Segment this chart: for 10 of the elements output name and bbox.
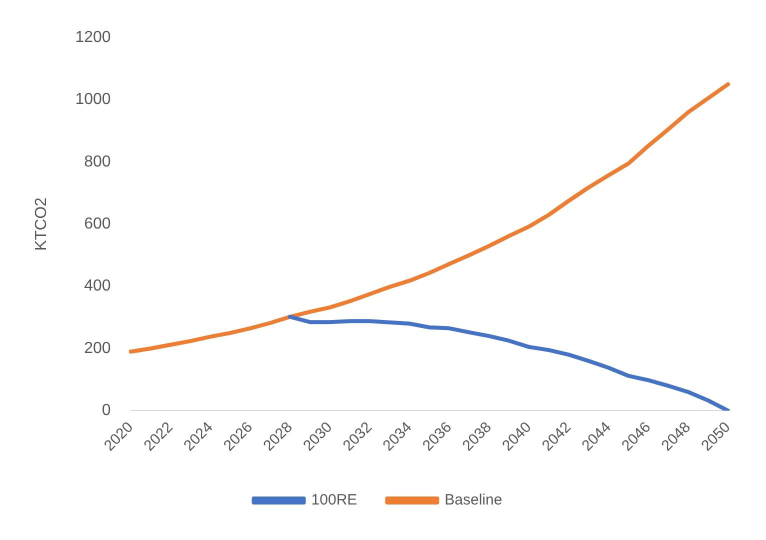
y-tick-label: 800 [84,153,111,170]
y-axis-title: KTCO2 [33,197,50,251]
y-tick-label: 1200 [75,29,111,46]
legend-label: Baseline [444,492,502,509]
legend-label: 100RE [311,492,358,509]
y-tick-label: 400 [84,278,111,295]
y-tick-label: 0 [102,402,111,420]
y-tick-label: 600 [84,216,111,233]
y-tick-label: 1000 [75,91,111,108]
y-tick-label: 200 [84,340,111,357]
